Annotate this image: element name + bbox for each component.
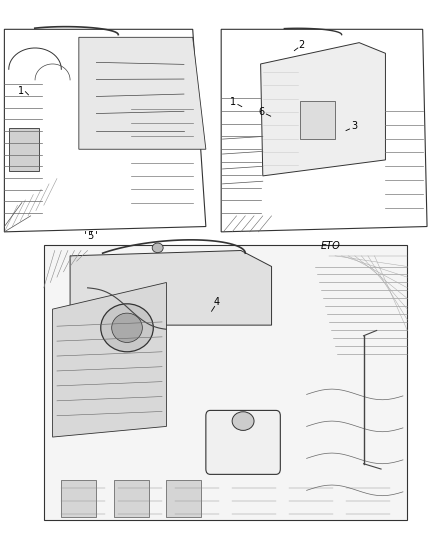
Text: 3: 3 <box>351 122 357 131</box>
Bar <box>44 245 407 520</box>
Text: 6: 6 <box>259 107 265 117</box>
Text: 4: 4 <box>214 297 220 307</box>
Polygon shape <box>53 282 166 437</box>
Bar <box>166 480 201 517</box>
Text: 2: 2 <box>298 41 304 50</box>
Polygon shape <box>79 37 206 149</box>
Ellipse shape <box>232 411 254 431</box>
Bar <box>114 480 149 517</box>
Text: 1: 1 <box>18 86 24 95</box>
Bar <box>300 101 335 139</box>
Bar <box>9 128 39 171</box>
FancyBboxPatch shape <box>206 410 280 474</box>
Text: ETO: ETO <box>321 241 341 251</box>
Polygon shape <box>261 43 385 176</box>
Ellipse shape <box>112 313 142 342</box>
Bar <box>61 480 96 517</box>
Text: 5: 5 <box>88 231 94 240</box>
Ellipse shape <box>152 243 163 253</box>
Text: 1: 1 <box>230 98 237 107</box>
Polygon shape <box>70 251 272 325</box>
Ellipse shape <box>101 304 153 352</box>
